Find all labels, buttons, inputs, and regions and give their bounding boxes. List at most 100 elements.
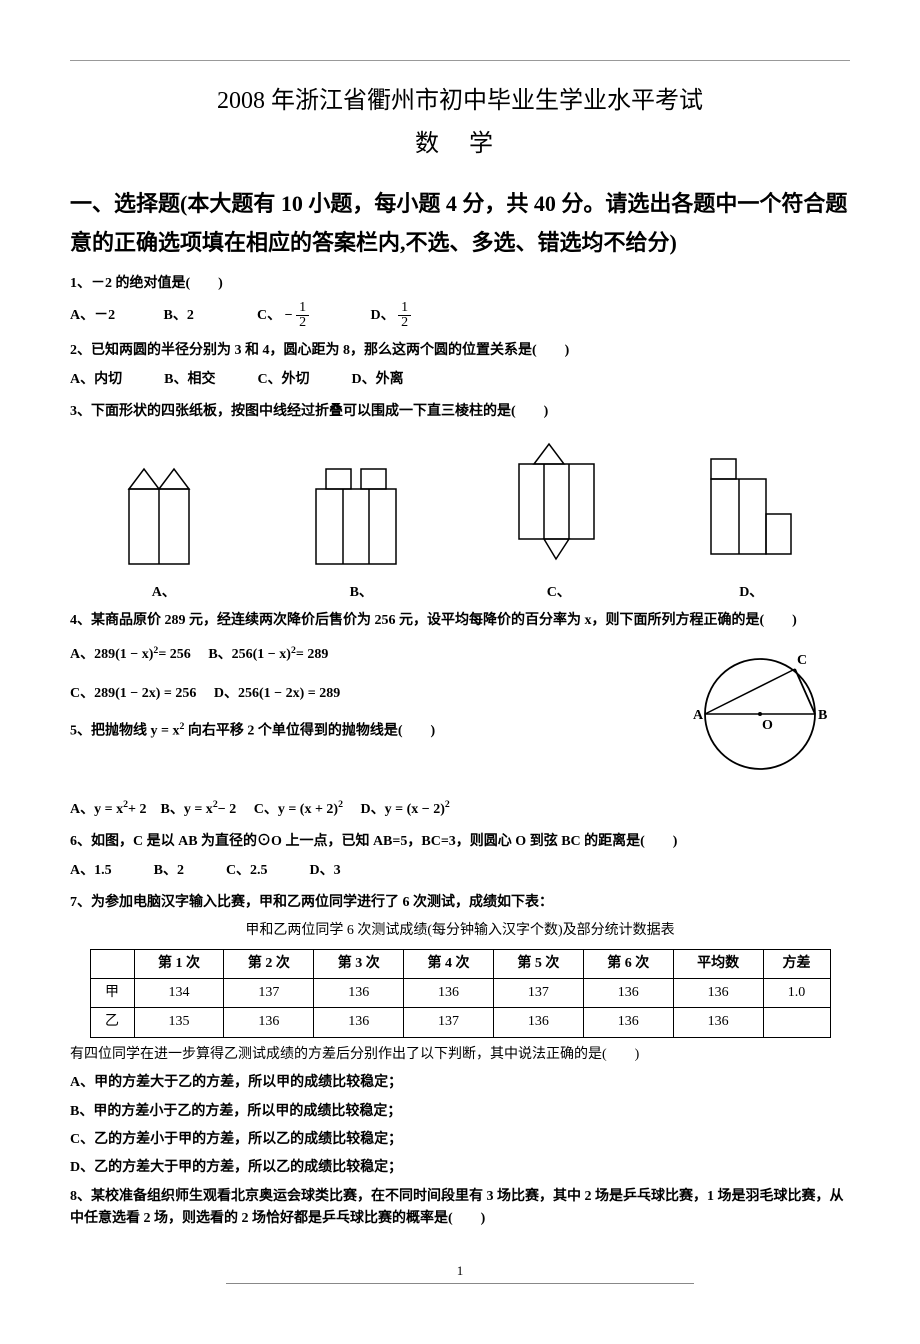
table-row: 甲 134 137 136 136 137 136 136 1.0 — [90, 979, 830, 1008]
q5c-pre: C、y = (x + 2) — [254, 799, 338, 821]
label-c: C — [797, 653, 807, 668]
q5b-pre: B、y = x — [160, 799, 212, 821]
th-6: 第 6 次 — [583, 949, 673, 978]
q1-c-frac: 1 2 — [296, 301, 309, 330]
q7-opt-a: A、甲的方差大于乙的方差，所以甲的成绩比较稳定； — [70, 1072, 850, 1094]
question-5: 5、把抛物线 y = x2 向右平移 2 个单位得到的抛物线是( ) — [70, 719, 670, 743]
question-1: 1、－2 的绝对值是( ) — [70, 273, 850, 295]
q1-d-frac: 1 2 — [398, 301, 411, 330]
question-7: 7、为参加电脑汉字输入比赛，甲和乙两位同学进行了 6 次测试，成绩如下表： — [70, 892, 850, 914]
cell: 136 — [673, 1008, 763, 1037]
page-footer: 1 — [70, 1261, 850, 1285]
question-5-options: A、y = x2 + 2 B、y = x2 − 2 C、y = (x + 2)2… — [70, 797, 850, 821]
q5d-pre: D、y = (x − 2) — [361, 799, 445, 821]
cell: 137 — [493, 979, 583, 1008]
q4-row1: A、289(1 − x)2 = 256 B、256(1 − x)2 = 289 — [70, 643, 670, 667]
q4-row2: C、289(1 − 2x) = 256 D、256(1 − 2x) = 289 — [70, 683, 670, 705]
label-o: O — [762, 718, 773, 733]
q4-opt-c: C、289(1 − 2x) = 256 — [70, 683, 196, 705]
th-5: 第 5 次 — [493, 949, 583, 978]
sq: 2 — [445, 799, 450, 810]
q7-opt-b: B、甲的方差小于乙的方差，所以甲的成绩比较稳定； — [70, 1101, 850, 1123]
cell: 135 — [134, 1008, 224, 1037]
q1-c-label: C、 — [257, 305, 281, 327]
net-c-svg — [514, 439, 604, 569]
circle-svg: A B C O — [670, 639, 840, 779]
q5-opt-b: B、y = x2 − 2 — [160, 797, 236, 821]
q5-post: 向右平移 2 个单位得到的抛物线是( ) — [184, 724, 435, 739]
th-7: 平均数 — [673, 949, 763, 978]
cell: 134 — [134, 979, 224, 1008]
table-caption: 甲和乙两位同学 6 次测试成绩(每分钟输入汉字个数)及部分统计数据表 — [70, 920, 850, 942]
cell: 136 — [314, 1008, 404, 1037]
q7-opt-c: C、乙的方差小于甲的方差，所以乙的成绩比较稳定； — [70, 1129, 850, 1151]
cell: 136 — [673, 979, 763, 1008]
q4b-txt: B、256(1 − x) — [208, 644, 291, 666]
q1-opt-d: D、 1 2 — [371, 301, 412, 330]
score-table: 第 1 次 第 2 次 第 3 次 第 4 次 第 5 次 第 6 次 平均数 … — [90, 949, 831, 1038]
frac-den: 2 — [398, 316, 411, 330]
figure-a: A、 — [119, 459, 209, 605]
header-separator — [70, 60, 850, 62]
cell: 甲 — [90, 979, 134, 1008]
frac-num: 1 — [398, 301, 411, 316]
q4a-tail: = 256 — [158, 644, 190, 666]
table-row: 乙 135 136 136 137 136 136 136 — [90, 1008, 830, 1037]
q7-opt-d: D、乙的方差大于甲的方差，所以乙的成绩比较稳定； — [70, 1157, 850, 1179]
figure-a-label: A、 — [119, 582, 209, 604]
q4a-txt: A、289(1 − x) — [70, 644, 153, 666]
cell: 1.0 — [763, 979, 830, 1008]
q1-d-label: D、 — [371, 305, 395, 327]
q4-row: A、289(1 − x)2 = 256 B、256(1 − x)2 = 289 … — [70, 639, 850, 787]
question-2-options: A、内切 B、相交 C、外切 D、外离 — [70, 369, 850, 391]
q5-pre: 5、把抛物线 y = x — [70, 724, 179, 739]
th-4: 第 4 次 — [404, 949, 494, 978]
label-b: B — [818, 708, 827, 723]
cell: 136 — [314, 979, 404, 1008]
figure-b: B、 — [306, 459, 416, 605]
cell — [763, 1008, 830, 1037]
q5a-post: + 2 — [128, 799, 146, 821]
q1-opt-c: C、 − 1 2 — [257, 301, 367, 330]
q1-opt-b: B、2 — [164, 305, 254, 327]
section-heading: 一、选择题(本大题有 10 小题，每小题 4 分，共 40 分。请选出各题中一个… — [70, 184, 850, 263]
q5a-pre: A、y = x — [70, 799, 123, 821]
q5-opt-a: A、y = x2 + 2 — [70, 797, 146, 821]
cell: 乙 — [90, 1008, 134, 1037]
question-6: 6、如图，C 是以 AB 为直径的⊙O 上一点，已知 AB=5，BC=3，则圆心… — [70, 831, 850, 853]
figure-d-label: D、 — [701, 582, 801, 604]
question-1-options: A、－2 B、2 C、 − 1 2 D、 1 2 — [70, 301, 850, 330]
circle-diagram: A B C O — [670, 639, 850, 787]
figure-b-label: B、 — [306, 582, 416, 604]
net-a-svg — [119, 459, 209, 569]
q4-opt-b: B、256(1 − x)2 = 289 — [208, 643, 328, 667]
q1-opt-a: A、－2 — [70, 305, 160, 327]
th-0 — [90, 949, 134, 978]
cell: 136 — [583, 979, 673, 1008]
th-1: 第 1 次 — [134, 949, 224, 978]
th-3: 第 3 次 — [314, 949, 404, 978]
frac-num: 1 — [296, 301, 309, 316]
q5b-post: − 2 — [218, 799, 236, 821]
question-3: 3、下面形状的四张纸板，按图中线经过折叠可以围成一下直三棱柱的是( ) — [70, 401, 850, 423]
net-d-svg — [701, 449, 801, 569]
q5-opt-d: D、y = (x − 2)2 — [361, 797, 450, 821]
cell: 136 — [404, 979, 494, 1008]
exam-title: 2008 年浙江省衢州市初中毕业生学业水平考试 — [70, 82, 850, 120]
q4-opt-a: A、289(1 − x)2 = 256 — [70, 643, 191, 667]
question-4: 4、某商品原价 289 元，经连续两次降价后售价为 256 元，设平均每降价的百… — [70, 610, 850, 632]
question-2: 2、已知两圆的半径分别为 3 和 4，圆心距为 8，那么这两个圆的位置关系是( … — [70, 340, 850, 362]
cell: 136 — [224, 1008, 314, 1037]
page-number: 1 — [457, 1263, 464, 1278]
cell: 136 — [583, 1008, 673, 1037]
net-b-svg — [306, 459, 416, 569]
q4b-tail: = 289 — [296, 644, 328, 666]
footer-line — [226, 1283, 694, 1284]
q4-opt-d: D、256(1 − 2x) = 289 — [214, 683, 340, 705]
q4-options-block: A、289(1 − x)2 = 256 B、256(1 − x)2 = 289 … — [70, 639, 670, 787]
sq: 2 — [338, 799, 343, 810]
th-2: 第 2 次 — [224, 949, 314, 978]
label-a: A — [693, 708, 704, 723]
q3-figures: A、 B、 C、 D、 — [70, 439, 850, 605]
cell: 137 — [224, 979, 314, 1008]
